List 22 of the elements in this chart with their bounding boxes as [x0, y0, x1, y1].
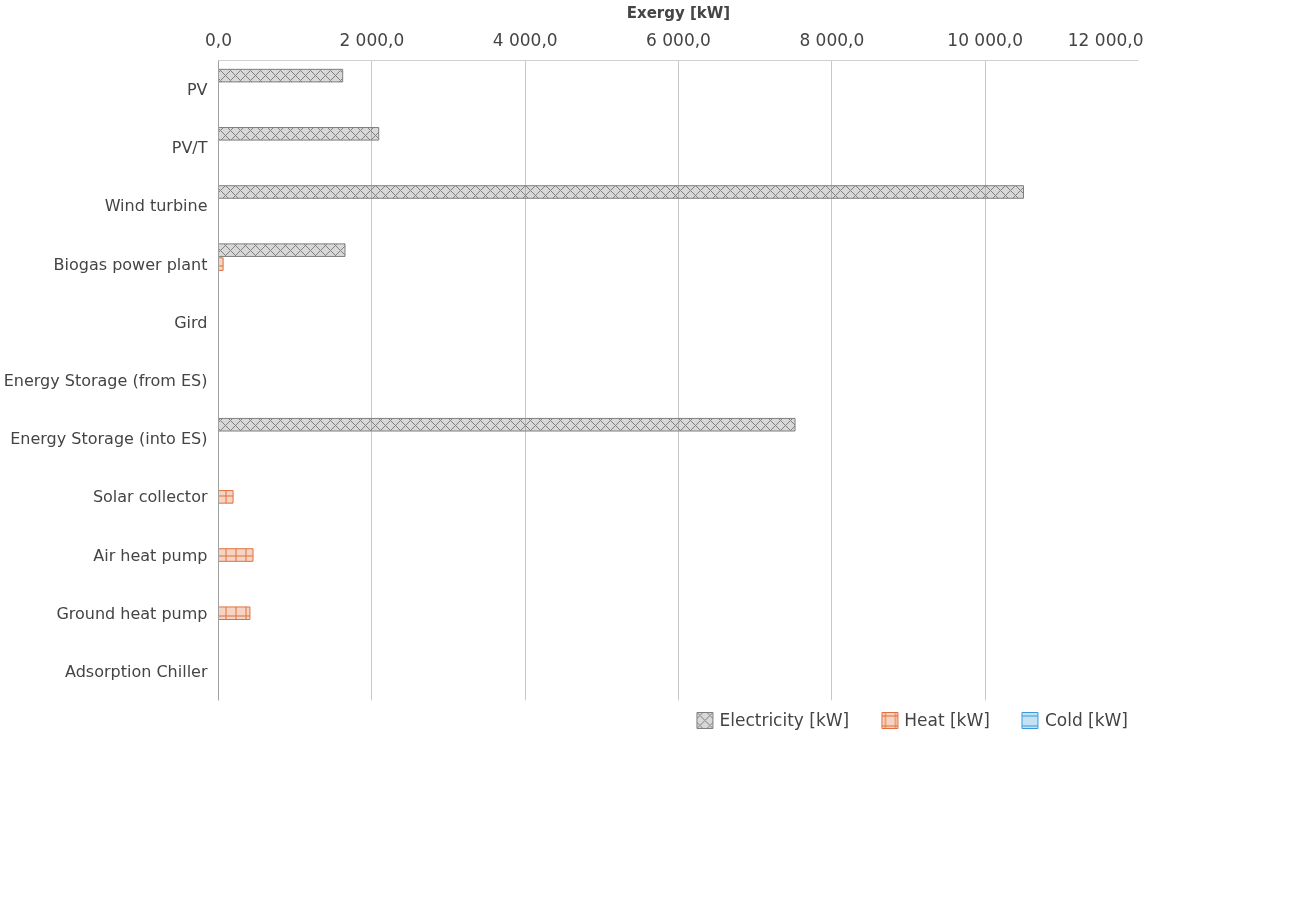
- y-tick-label: Air heat pump: [93, 545, 208, 565]
- y-tick-label: Adsorption Chiller: [65, 661, 208, 681]
- y-tick-label: Energy Storage (from ES): [3, 371, 208, 390]
- y-tick-label: Energy Storage (into ES): [10, 429, 208, 449]
- x-tick-label: 10 000,0: [947, 29, 1024, 50]
- x-tick-label: 6 000,0: [646, 29, 711, 50]
- x-tick-label: 12 000,0: [1067, 29, 1144, 50]
- y-tick-label: Ground heat pump: [56, 603, 208, 623]
- y-tick-label: Biogas power plant: [53, 254, 208, 274]
- x-tick-label: 2 000,0: [339, 29, 405, 50]
- legend-label: Electricity [kW]: [719, 710, 850, 730]
- x-tick-label: 0,0: [204, 29, 233, 50]
- legend-label: Heat [kW]: [904, 710, 990, 730]
- y-tick-label: Gird: [174, 312, 208, 332]
- y-tick-label: PV: [186, 80, 208, 100]
- x-tick-label: 8 000,0: [799, 29, 865, 50]
- y-tick-label: PV/T: [171, 138, 208, 158]
- legend-label: Cold [kW]: [1044, 710, 1128, 730]
- y-tick-label: Solar collector: [92, 487, 208, 507]
- x-axis-title: Exergy [kW]: [626, 3, 731, 22]
- x-tick-label: 4 000,0: [492, 29, 558, 50]
- y-tick-label: Wind turbine: [104, 196, 208, 216]
